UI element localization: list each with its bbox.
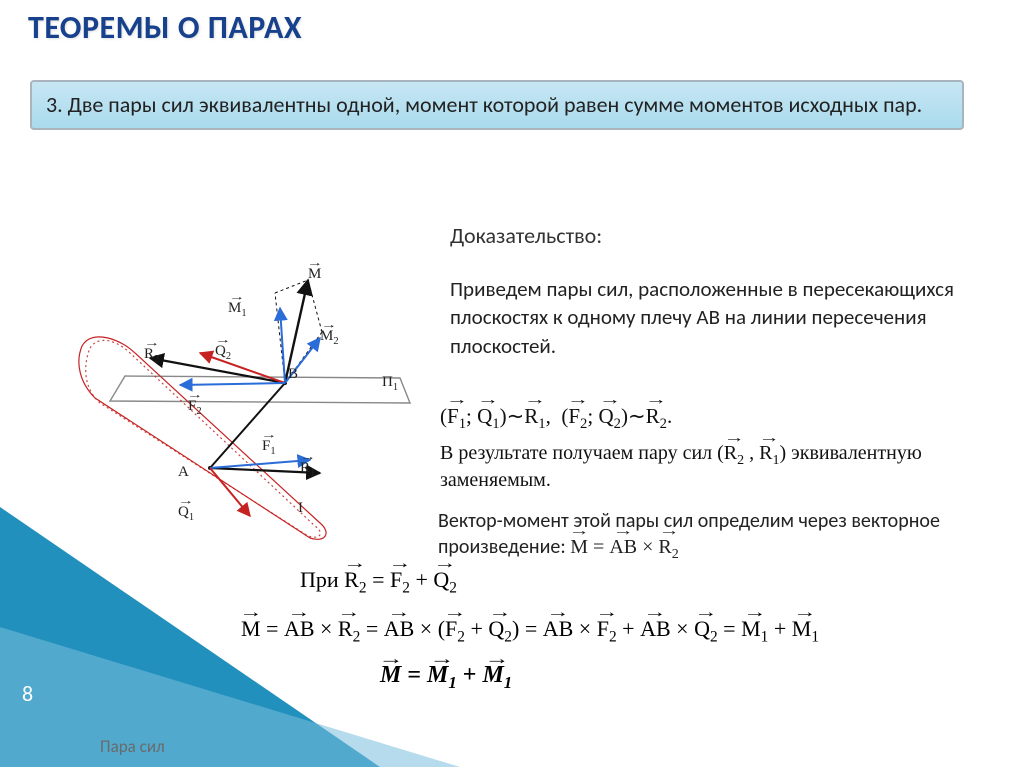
- vector-diagram: M M1 M2 R2 Q2 F2 B П1 F1 R1 A Q1 I: [70, 258, 430, 548]
- proof-label: Доказательство:: [450, 222, 602, 249]
- decor-triangle-light: [0, 627, 460, 767]
- page-number: 8: [22, 680, 33, 707]
- page-title: ТЕОРЕМЫ О ПАРАХ: [28, 8, 302, 47]
- result-prefix: В результате получаем пару сил (: [440, 442, 724, 464]
- vm-prefix: Вектор-момент этой пары сил определим че…: [438, 509, 940, 559]
- vector-moment-text: Вектор-момент этой пары сил определим че…: [438, 508, 998, 564]
- footer-label: Пара сил: [100, 736, 165, 757]
- formula-equiv: (F1; Q1)∼R1, (F2; Q2)∼R2.: [440, 404, 1000, 433]
- theorem-box: 3. Две пары сил эквивалентны одной, моме…: [30, 80, 964, 130]
- proof-text: Приведем пары сил, расположенные в перес…: [450, 275, 980, 360]
- result-text: В результате получаем пару сил (R2 , R1)…: [440, 442, 1000, 492]
